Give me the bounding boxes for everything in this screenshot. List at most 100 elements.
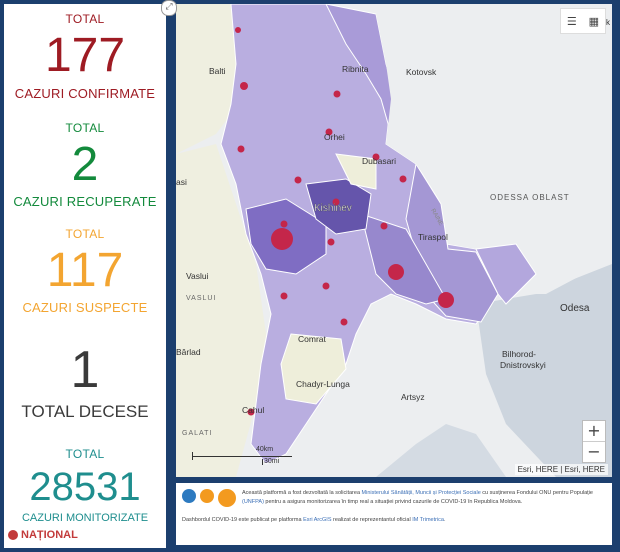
label-balti: Balti (209, 66, 226, 76)
label-kishinev: Kishinev (314, 203, 352, 214)
footer-text-6: . (443, 517, 446, 523)
case-dot-anenii[interactable] (380, 222, 388, 230)
scale-bar: 40km 30mi (192, 446, 312, 470)
label-dnistrovskyi: Dnistrovskyi (500, 360, 546, 370)
gagauzia-region (280, 333, 347, 405)
label-ribnita: Ribnita (342, 64, 369, 74)
footer-text-4: Dashbordul COVID-19 este publicat pe pla… (182, 517, 304, 523)
unfpa-logo-icon (200, 489, 214, 503)
suspect-block: TOTAL 117 CAZURI SUSPECTE (4, 227, 166, 315)
case-dot-east[interactable] (399, 175, 407, 183)
monitored-block: TOTAL 28531 CAZURI MONITORIZATE (4, 447, 166, 524)
footer-description: Această platformă a fost dezvoltată la s… (242, 489, 604, 506)
unfpa-link[interactable]: (UNFPA) (242, 498, 264, 505)
label-kotovsk: Kotovsk (406, 67, 437, 77)
national-logo-icon (8, 530, 18, 540)
footer-text-3: pentru a asigura monitorizarea în timp r… (263, 498, 523, 505)
suspect-count: 117 (46, 244, 124, 297)
scale-km: 40km (256, 446, 274, 453)
label-cahul: Cahul (242, 405, 264, 415)
case-dot-north[interactable] (235, 27, 241, 33)
ministry-link[interactable]: Ministerului Sănătății, Muncii și Protec… (361, 490, 481, 496)
label-comrat: Comrat (298, 334, 327, 344)
map-view[interactable]: Balti Ribnita Kotovsk Orhei Dubasari asi… (176, 4, 612, 477)
label-odessa-oblast: ODESSA OBLAST (490, 193, 570, 202)
case-markers (235, 27, 454, 416)
zoom-out-button[interactable]: − (587, 442, 601, 461)
case-dot-orhei[interactable] (325, 128, 333, 136)
footer-text-1: Această platformă a fost dezvoltată la s… (242, 490, 362, 496)
tiraspol-region (475, 243, 537, 305)
case-dot-chisinau[interactable] (332, 198, 340, 206)
footer-panel: Această platformă a fost dezvoltată la s… (176, 483, 612, 545)
label-vaslui-county: VASLUI (186, 295, 216, 302)
label-galati: GALATI (182, 430, 212, 437)
lagoon (376, 424, 506, 477)
deaths-block: 1 TOTAL DECESE (4, 344, 166, 422)
expand-icon[interactable]: ⤢ (161, 0, 177, 16)
case-dot-balti[interactable] (240, 82, 248, 90)
land-ukraine (376, 4, 612, 294)
basemap-gallery-icon[interactable]: ▦ (588, 14, 600, 28)
footer-text-5: realizat de reprezentantul oficial (331, 517, 413, 523)
map-canvas: Balti Ribnita Kotovsk Orhei Dubasari asi… (176, 4, 612, 477)
partner-logos (182, 489, 236, 507)
footer-text-2: cu susținerea Fondului ONU pentru Popula… (480, 490, 593, 496)
trimetrica-link[interactable]: IM Trimetrica (412, 517, 444, 523)
case-dot-basarabeasca[interactable] (340, 318, 348, 326)
case-dot-cahul[interactable] (247, 408, 255, 416)
case-dot-ialoveni[interactable] (327, 238, 335, 246)
confirmed-count: 177 (44, 29, 126, 82)
label-chadyr-lunga: Chadyr-Lunga (296, 379, 350, 389)
legend-list-icon[interactable]: ☰ (566, 14, 577, 28)
label-k: k (606, 18, 611, 27)
case-dot-calarasi[interactable] (280, 220, 288, 228)
deaths-count: 1 (70, 341, 100, 399)
confirmed-block: TOTAL 177 CAZURI CONFIRMATE (4, 12, 166, 101)
confirmed-total-label: TOTAL (65, 12, 105, 26)
label-tiraspol: Tiraspol (418, 232, 448, 242)
label-artsyz: Artsyz (401, 392, 425, 402)
monitored-count: 28531 (29, 465, 141, 509)
zoom-in-button[interactable]: + (583, 421, 605, 442)
suspect-total-label: TOTAL (65, 227, 105, 241)
monitored-caption: CAZURI MONITORIZATE (21, 512, 149, 524)
case-dot-hincesti[interactable] (271, 228, 293, 250)
chisinau-region (305, 178, 372, 235)
case-dot-falesti[interactable] (237, 145, 245, 153)
monitored-total-label: TOTAL (65, 447, 105, 461)
label-orhei: Orhei (324, 132, 345, 142)
case-dot-leova[interactable] (280, 292, 288, 300)
esri-link[interactable]: Esri ArcGIS (303, 517, 332, 523)
land-romania-south (176, 144, 266, 477)
unfpa-mark-icon (218, 489, 236, 507)
black-sea (476, 264, 612, 477)
national-watermark: NAȚIONAL (8, 529, 78, 541)
case-dot-stefan-voda[interactable] (438, 292, 454, 308)
case-dot-north-center[interactable] (294, 176, 302, 184)
case-dot-cimislia[interactable] (322, 282, 330, 290)
recovered-block: TOTAL 2 CAZURI RECUPERATE (4, 121, 166, 209)
case-dot-causeni[interactable] (388, 264, 404, 280)
footer-publication: Dashbordul COVID-19 este publicat pe pla… (182, 517, 602, 523)
map-toolbar: ☰ ▦ (560, 8, 606, 34)
label-barlad: Bârlad (176, 347, 201, 357)
confirmed-caption: CAZURI CONFIRMATE (14, 86, 156, 101)
dubasari-area (335, 153, 377, 190)
label-bilhorod: Bilhorod- (502, 349, 536, 359)
suspect-caption: CAZURI SUSPECTE (22, 300, 148, 315)
case-dot-ribnita[interactable] (333, 90, 341, 98)
deaths-caption: TOTAL DECESE (21, 402, 149, 421)
watermark-text: NAȚIONAL (21, 529, 78, 541)
zoom-control: + − (582, 420, 606, 463)
un-logo-icon (182, 489, 196, 503)
recovered-count: 2 (71, 138, 99, 191)
label-iasi: asi (176, 177, 187, 187)
anenii-region (360, 213, 447, 305)
case-dot-dubasari[interactable] (372, 153, 380, 161)
map-attribution: Esri, HERE | Esri, HERE (514, 464, 608, 475)
scale-mi: 30mi (264, 458, 280, 465)
label-dubasari: Dubasari (362, 156, 396, 166)
label-vaslui: Vaslui (186, 271, 209, 281)
recovered-caption: CAZURI RECUPERATE (13, 194, 157, 209)
